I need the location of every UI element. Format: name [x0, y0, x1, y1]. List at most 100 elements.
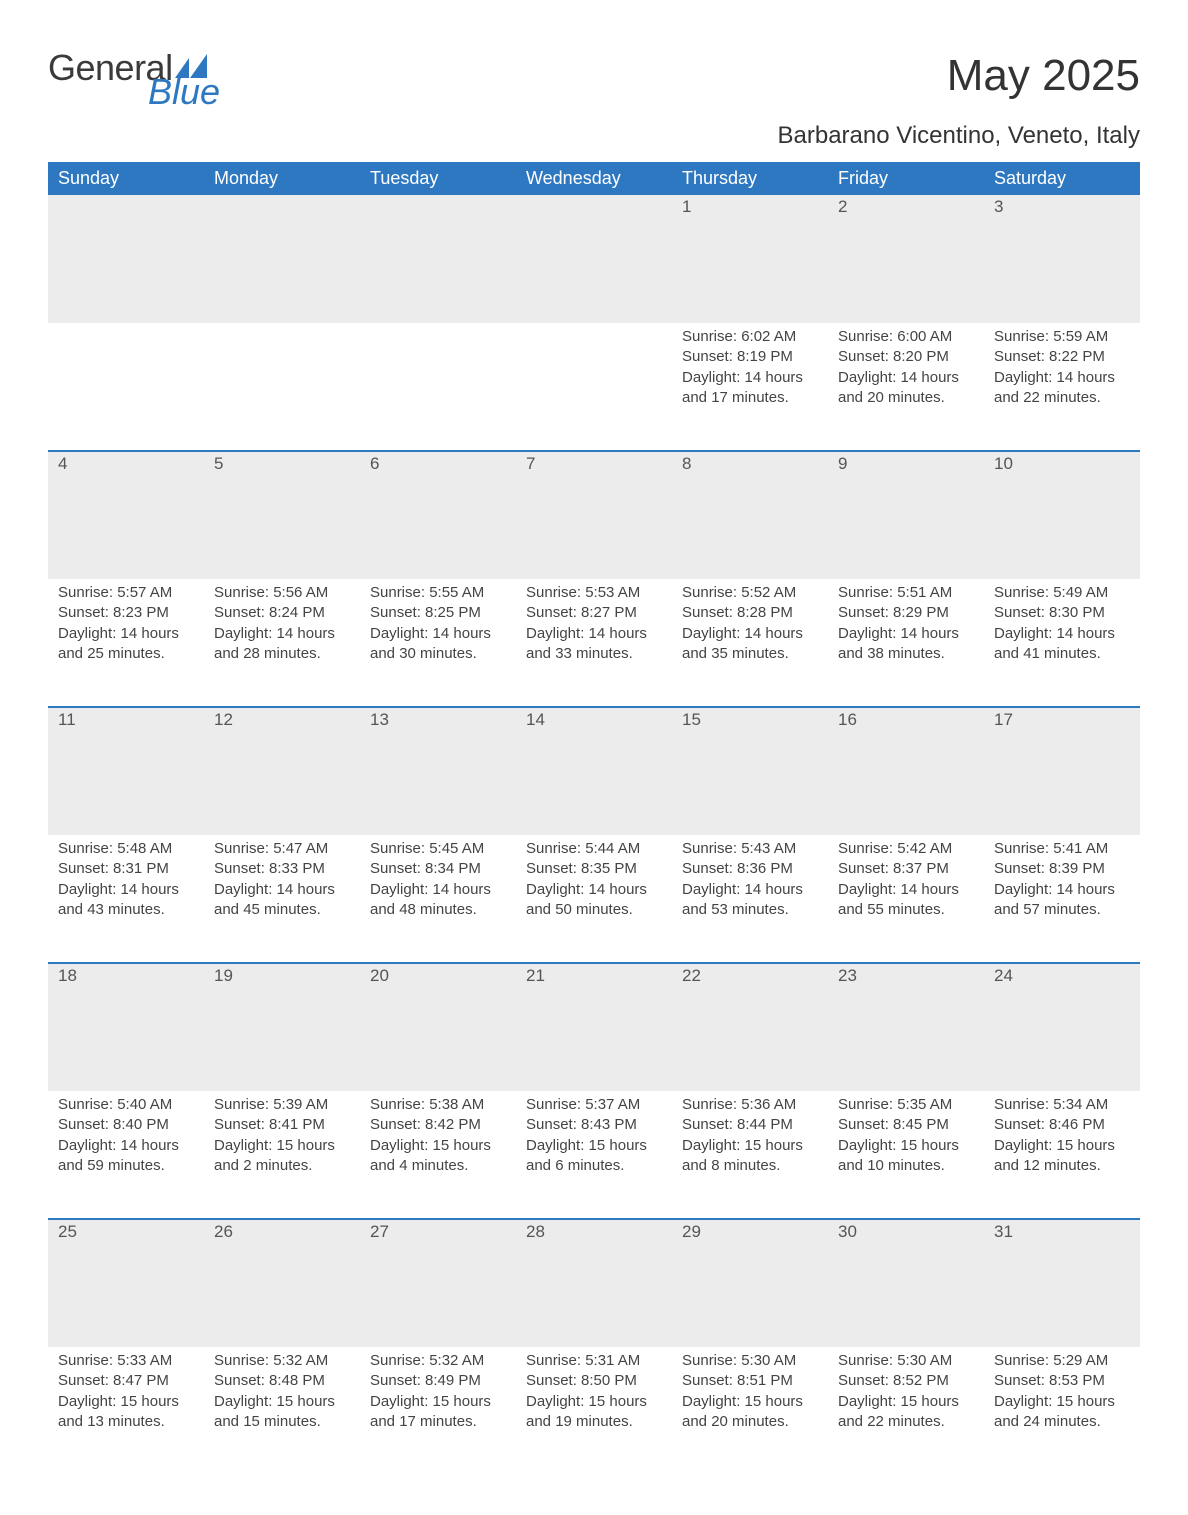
sunrise-line: Sunrise: 5:49 AM — [994, 583, 1130, 603]
sunset-line: Sunset: 8:53 PM — [994, 1371, 1130, 1391]
sunrise-line: Sunrise: 5:57 AM — [58, 583, 194, 603]
sunset-line: Sunset: 8:46 PM — [994, 1115, 1130, 1135]
day-number: 11 — [48, 708, 204, 732]
day-number: 4 — [48, 452, 204, 476]
sunset-line: Sunset: 8:41 PM — [214, 1115, 350, 1135]
day-cell: Sunrise: 5:53 AMSunset: 8:27 PMDaylight:… — [516, 579, 672, 672]
day-number: 10 — [984, 452, 1140, 476]
daylight-line: Daylight: 15 hours and 19 minutes. — [526, 1392, 662, 1433]
day-number: 25 — [48, 1220, 204, 1244]
daylight-line: Daylight: 14 hours and 59 minutes. — [58, 1136, 194, 1177]
day-cell: Sunrise: 5:48 AMSunset: 8:31 PMDaylight:… — [48, 835, 204, 928]
day-cell: Sunrise: 5:33 AMSunset: 8:47 PMDaylight:… — [48, 1347, 204, 1440]
daylight-line: Daylight: 15 hours and 2 minutes. — [214, 1136, 350, 1177]
daylight-line: Daylight: 14 hours and 22 minutes. — [994, 368, 1130, 409]
day-cell: Sunrise: 5:36 AMSunset: 8:44 PMDaylight:… — [672, 1091, 828, 1184]
daylight-line: Daylight: 15 hours and 22 minutes. — [838, 1392, 974, 1433]
daylight-line: Daylight: 15 hours and 8 minutes. — [682, 1136, 818, 1177]
sunset-line: Sunset: 8:49 PM — [370, 1371, 506, 1391]
day-cell: Sunrise: 5:56 AMSunset: 8:24 PMDaylight:… — [204, 579, 360, 672]
sunrise-line: Sunrise: 5:52 AM — [682, 583, 818, 603]
day-number: 12 — [204, 708, 360, 732]
day-number: 23 — [828, 964, 984, 988]
sunset-line: Sunset: 8:45 PM — [838, 1115, 974, 1135]
daylight-line: Daylight: 14 hours and 30 minutes. — [370, 624, 506, 665]
day-cell: Sunrise: 5:35 AMSunset: 8:45 PMDaylight:… — [828, 1091, 984, 1184]
sunrise-line: Sunrise: 5:48 AM — [58, 839, 194, 859]
sunrise-line: Sunrise: 5:30 AM — [682, 1351, 818, 1371]
day-cell: Sunrise: 5:45 AMSunset: 8:34 PMDaylight:… — [360, 835, 516, 928]
empty-day — [204, 195, 360, 323]
sunrise-line: Sunrise: 6:00 AM — [838, 327, 974, 347]
daylight-line: Daylight: 15 hours and 12 minutes. — [994, 1136, 1130, 1177]
sunset-line: Sunset: 8:50 PM — [526, 1371, 662, 1391]
sunrise-line: Sunrise: 5:35 AM — [838, 1095, 974, 1115]
day-cell: Sunrise: 5:43 AMSunset: 8:36 PMDaylight:… — [672, 835, 828, 928]
sunset-line: Sunset: 8:37 PM — [838, 859, 974, 879]
daylight-line: Daylight: 15 hours and 13 minutes. — [58, 1392, 194, 1433]
day-cell: Sunrise: 5:37 AMSunset: 8:43 PMDaylight:… — [516, 1091, 672, 1184]
day-number: 17 — [984, 708, 1140, 732]
day-cell: Sunrise: 5:32 AMSunset: 8:49 PMDaylight:… — [360, 1347, 516, 1440]
day-header: Sunday — [48, 162, 204, 195]
daylight-line: Daylight: 14 hours and 20 minutes. — [838, 368, 974, 409]
day-number: 21 — [516, 964, 672, 988]
daylight-line: Daylight: 14 hours and 48 minutes. — [370, 880, 506, 921]
day-header: Monday — [204, 162, 360, 195]
day-cell: Sunrise: 5:49 AMSunset: 8:30 PMDaylight:… — [984, 579, 1140, 672]
brand-word-2: Blue — [148, 71, 220, 112]
day-number: 2 — [828, 195, 984, 219]
daylight-line: Daylight: 14 hours and 43 minutes. — [58, 880, 194, 921]
day-cell: Sunrise: 5:42 AMSunset: 8:37 PMDaylight:… — [828, 835, 984, 928]
daylight-line: Daylight: 14 hours and 33 minutes. — [526, 624, 662, 665]
sunset-line: Sunset: 8:42 PM — [370, 1115, 506, 1135]
sunrise-line: Sunrise: 5:47 AM — [214, 839, 350, 859]
sunrise-line: Sunrise: 5:32 AM — [214, 1351, 350, 1371]
day-number: 29 — [672, 1220, 828, 1244]
daylight-line: Daylight: 14 hours and 28 minutes. — [214, 624, 350, 665]
sunset-line: Sunset: 8:27 PM — [526, 603, 662, 623]
sunrise-line: Sunrise: 5:39 AM — [214, 1095, 350, 1115]
sunset-line: Sunset: 8:29 PM — [838, 603, 974, 623]
page-title: May 2025 — [947, 54, 1140, 98]
day-number: 31 — [984, 1220, 1140, 1244]
daylight-line: Daylight: 14 hours and 35 minutes. — [682, 624, 818, 665]
sunset-line: Sunset: 8:36 PM — [682, 859, 818, 879]
sunrise-line: Sunrise: 5:33 AM — [58, 1351, 194, 1371]
day-cell: Sunrise: 5:40 AMSunset: 8:40 PMDaylight:… — [48, 1091, 204, 1184]
day-cell: Sunrise: 5:57 AMSunset: 8:23 PMDaylight:… — [48, 579, 204, 672]
sunset-line: Sunset: 8:23 PM — [58, 603, 194, 623]
day-header: Wednesday — [516, 162, 672, 195]
sunrise-line: Sunrise: 5:55 AM — [370, 583, 506, 603]
day-number: 22 — [672, 964, 828, 988]
daylight-line: Daylight: 15 hours and 20 minutes. — [682, 1392, 818, 1433]
sunset-line: Sunset: 8:52 PM — [838, 1371, 974, 1391]
title-block: May 2025 — [947, 40, 1140, 98]
daylight-line: Daylight: 14 hours and 38 minutes. — [838, 624, 974, 665]
sunrise-line: Sunrise: 5:38 AM — [370, 1095, 506, 1115]
day-cell: Sunrise: 5:29 AMSunset: 8:53 PMDaylight:… — [984, 1347, 1140, 1440]
daylight-line: Daylight: 14 hours and 41 minutes. — [994, 624, 1130, 665]
empty-day — [48, 195, 204, 323]
day-header: Saturday — [984, 162, 1140, 195]
day-number: 7 — [516, 452, 672, 476]
sunset-line: Sunset: 8:48 PM — [214, 1371, 350, 1391]
daylight-line: Daylight: 15 hours and 4 minutes. — [370, 1136, 506, 1177]
calendar-header-row: SundayMondayTuesdayWednesdayThursdayFrid… — [48, 162, 1140, 195]
day-cell: Sunrise: 5:30 AMSunset: 8:52 PMDaylight:… — [828, 1347, 984, 1440]
calendar-page: General May 2025 Blue Barbarano Vicentin… — [0, 0, 1188, 1515]
sunset-line: Sunset: 8:33 PM — [214, 859, 350, 879]
day-number: 16 — [828, 708, 984, 732]
day-number: 15 — [672, 708, 828, 732]
empty-day — [360, 323, 516, 451]
day-number: 27 — [360, 1220, 516, 1244]
empty-day — [360, 195, 516, 323]
sunrise-line: Sunrise: 5:29 AM — [994, 1351, 1130, 1371]
daylight-line: Daylight: 14 hours and 17 minutes. — [682, 368, 818, 409]
day-cell: Sunrise: 5:41 AMSunset: 8:39 PMDaylight:… — [984, 835, 1140, 928]
sunset-line: Sunset: 8:19 PM — [682, 347, 818, 367]
sunrise-line: Sunrise: 5:45 AM — [370, 839, 506, 859]
daylight-line: Daylight: 14 hours and 53 minutes. — [682, 880, 818, 921]
daylight-line: Daylight: 15 hours and 17 minutes. — [370, 1392, 506, 1433]
day-cell: Sunrise: 5:44 AMSunset: 8:35 PMDaylight:… — [516, 835, 672, 928]
